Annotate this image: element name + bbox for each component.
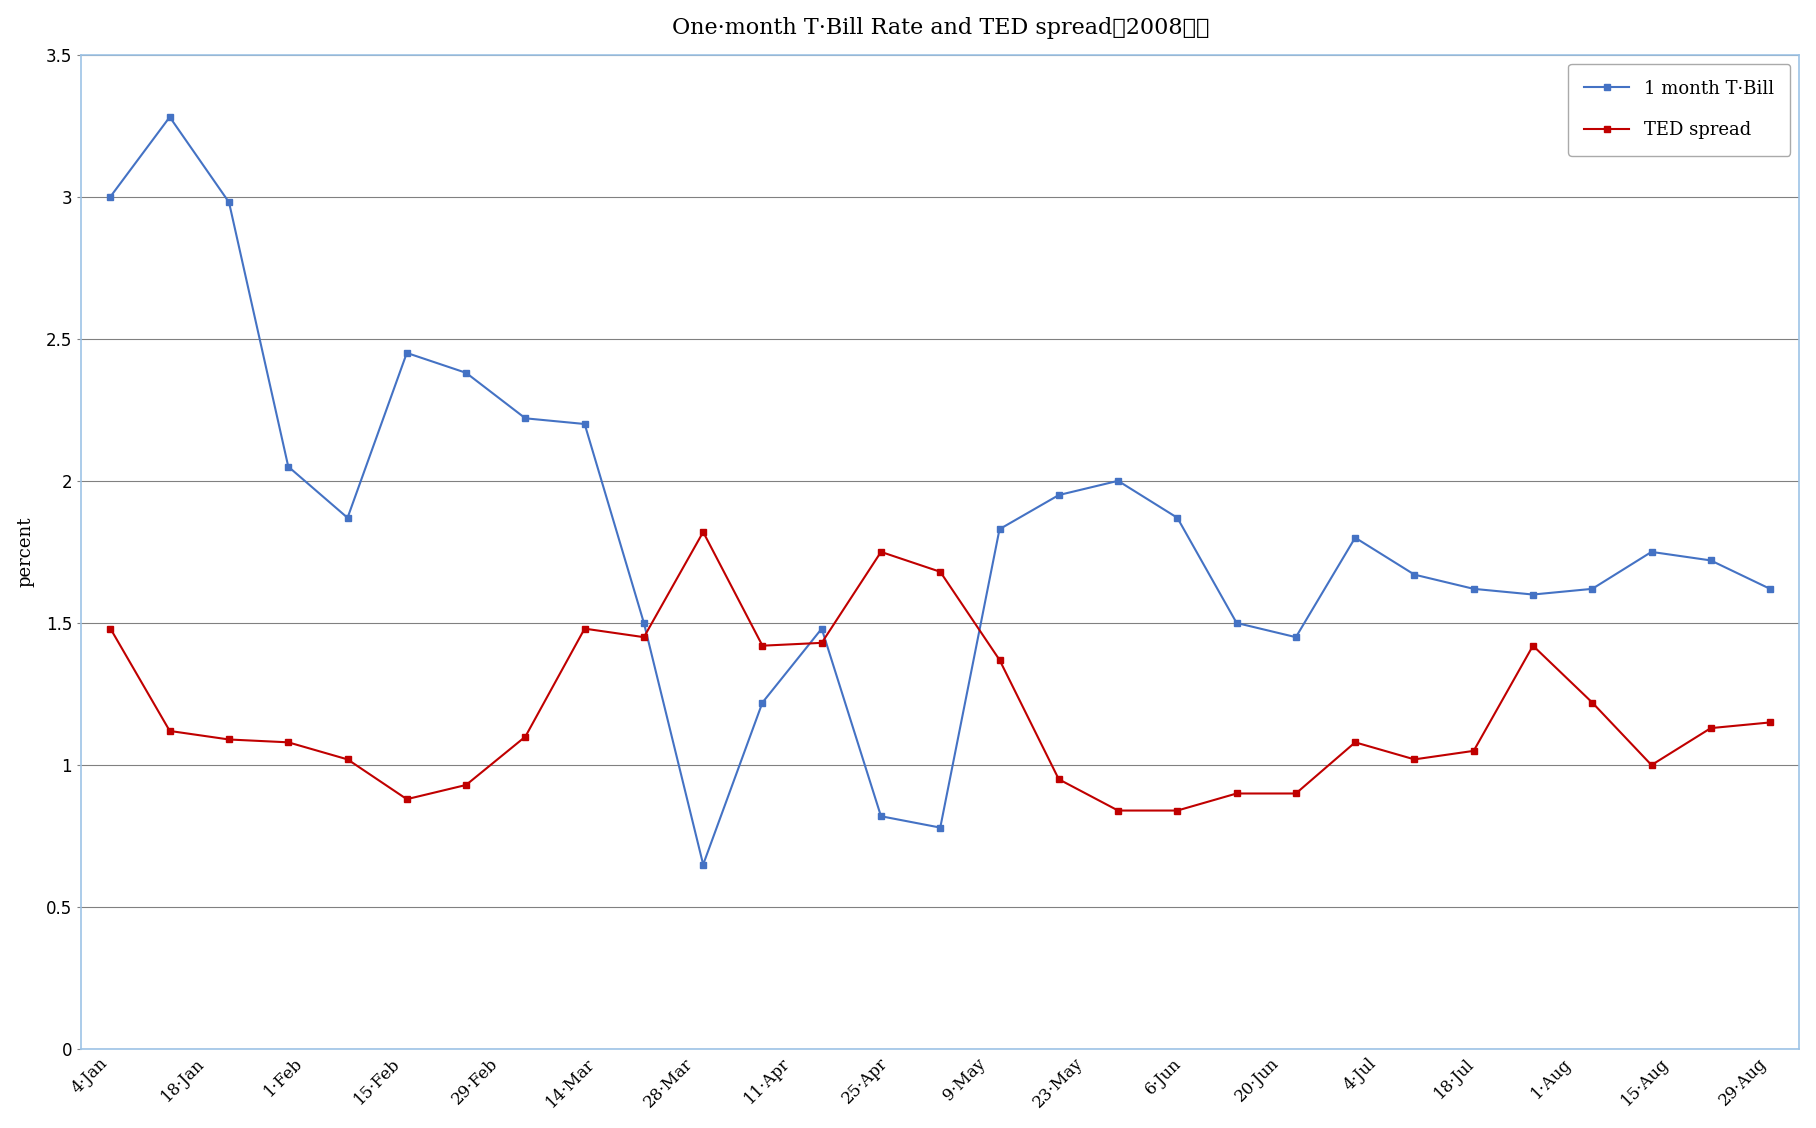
TED spread <box>1344 735 1366 749</box>
Line: 1 month T·Bill: 1 month T·Bill <box>107 114 1772 867</box>
1 month T·Bill <box>1760 582 1781 596</box>
1 month T·Bill <box>100 190 122 203</box>
TED spread <box>1760 715 1781 729</box>
TED spread <box>870 545 892 558</box>
1 month T·Bill <box>1640 545 1662 558</box>
Legend: 1 month T·Bill, TED spread: 1 month T·Bill, TED spread <box>1567 63 1791 156</box>
TED spread <box>692 526 714 539</box>
TED spread <box>1522 638 1544 652</box>
TED spread <box>1464 744 1485 758</box>
1 month T·Bill <box>1166 511 1188 525</box>
TED spread <box>278 735 300 749</box>
Line: TED spread: TED spread <box>107 529 1772 813</box>
TED spread <box>218 733 240 747</box>
1 month T·Bill <box>1226 616 1248 629</box>
TED spread <box>930 565 952 579</box>
TED spread <box>158 724 180 738</box>
TED spread <box>1166 804 1188 818</box>
1 month T·Bill <box>810 622 832 635</box>
1 month T·Bill <box>870 810 892 823</box>
TED spread <box>574 622 596 635</box>
1 month T·Bill <box>1286 631 1308 644</box>
TED spread <box>1640 758 1662 772</box>
TED spread <box>1700 721 1722 734</box>
TED spread <box>514 730 536 743</box>
1 month T·Bill <box>1404 567 1426 581</box>
TED spread <box>1108 804 1130 818</box>
1 month T·Bill <box>1464 582 1485 596</box>
1 month T·Bill <box>752 696 774 710</box>
TED spread <box>1404 752 1426 766</box>
TED spread <box>1582 696 1604 710</box>
1 month T·Bill <box>1108 474 1130 487</box>
TED spread <box>1226 786 1248 800</box>
Title: One·month T·Bill Rate and TED spread（2008年）: One·month T·Bill Rate and TED spread（200… <box>672 17 1209 38</box>
1 month T·Bill <box>1522 588 1544 601</box>
1 month T·Bill <box>930 821 952 835</box>
TED spread <box>456 778 478 792</box>
TED spread <box>1286 786 1308 800</box>
1 month T·Bill <box>988 522 1010 536</box>
1 month T·Bill <box>278 460 300 474</box>
TED spread <box>988 653 1010 667</box>
TED spread <box>336 752 358 766</box>
TED spread <box>634 631 656 644</box>
1 month T·Bill <box>634 616 656 629</box>
1 month T·Bill <box>1048 488 1070 502</box>
1 month T·Bill <box>514 412 536 425</box>
1 month T·Bill <box>336 511 358 525</box>
TED spread <box>396 792 418 805</box>
TED spread <box>810 636 832 650</box>
1 month T·Bill <box>456 367 478 380</box>
TED spread <box>1048 773 1070 786</box>
1 month T·Bill <box>1582 582 1604 596</box>
TED spread <box>100 622 122 635</box>
TED spread <box>752 638 774 652</box>
Y-axis label: percent: percent <box>16 517 35 588</box>
1 month T·Bill <box>1344 531 1366 545</box>
1 month T·Bill <box>218 195 240 209</box>
1 month T·Bill <box>1700 554 1722 567</box>
1 month T·Bill <box>574 417 596 431</box>
1 month T·Bill <box>692 857 714 871</box>
1 month T·Bill <box>158 111 180 124</box>
1 month T·Bill <box>396 346 418 360</box>
